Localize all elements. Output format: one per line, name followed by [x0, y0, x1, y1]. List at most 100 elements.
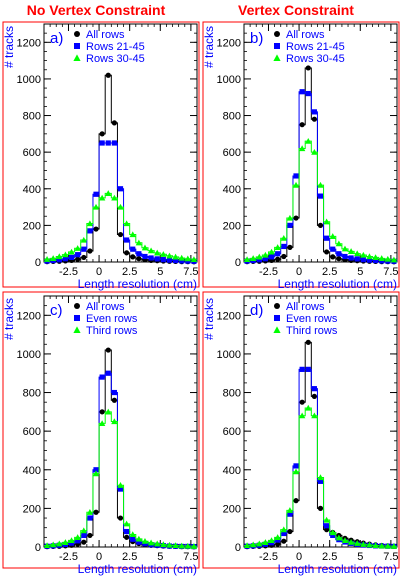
data-point — [299, 89, 305, 95]
data-point — [62, 251, 69, 258]
series-line — [44, 372, 197, 548]
data-point — [111, 140, 117, 146]
panel-frame — [2, 291, 200, 569]
data-point — [390, 256, 398, 263]
data-point — [281, 243, 287, 250]
data-point — [92, 470, 100, 477]
data-point — [117, 515, 124, 521]
data-point — [256, 257, 262, 263]
data-point — [111, 389, 117, 396]
series-line — [244, 91, 397, 262]
series-line — [44, 74, 197, 263]
data-point — [293, 215, 299, 221]
data-point — [390, 543, 398, 549]
data-point — [166, 257, 173, 263]
data-point — [190, 256, 198, 263]
data-point — [87, 532, 93, 539]
data-point — [62, 539, 69, 545]
data-point — [136, 539, 142, 545]
data-point — [68, 540, 75, 546]
data-point — [366, 541, 373, 548]
y-axis-label: # tracks — [2, 298, 16, 340]
x-tick-label: -2.5 — [59, 551, 78, 563]
data-point — [81, 532, 87, 539]
data-point — [311, 393, 317, 399]
data-point — [178, 254, 185, 261]
data-point — [354, 250, 361, 257]
data-point — [124, 250, 130, 256]
data-point — [256, 540, 263, 547]
data-point — [287, 511, 293, 517]
data-point — [292, 468, 300, 475]
data-point — [117, 482, 124, 488]
y-tick-label: 200 — [23, 503, 41, 515]
data-point — [317, 505, 324, 511]
series-1 — [44, 72, 197, 265]
y-tick-label: 800 — [23, 111, 41, 123]
data-point — [281, 253, 287, 260]
data-point — [179, 258, 185, 264]
legend-label: All rows — [86, 29, 125, 41]
data-point — [130, 254, 136, 260]
x-tick-label: 0 — [96, 551, 102, 563]
data-point — [75, 252, 81, 258]
legend-marker — [74, 303, 80, 309]
data-point — [262, 539, 269, 545]
data-point — [68, 254, 75, 261]
x-tick-label: 7.5 — [383, 266, 398, 278]
data-point — [372, 257, 379, 264]
y-tick-label: 200 — [223, 220, 241, 232]
data-point — [99, 409, 105, 415]
data-point — [111, 194, 118, 201]
legend-marker — [73, 54, 81, 61]
data-point — [305, 366, 311, 372]
legend-marker — [74, 43, 80, 49]
data-point — [341, 537, 349, 544]
data-point — [172, 253, 179, 260]
data-point — [117, 186, 124, 192]
y-tick-label: 200 — [223, 503, 241, 515]
data-point — [105, 190, 112, 196]
data-point — [154, 540, 161, 547]
data-point — [160, 541, 167, 548]
chart-panel-1: 0 200 400 600 800 1000 1200 -2.5 0 2.5 5 7.5Length … — [2, 21, 200, 291]
y-tick-label: 1000 — [217, 74, 241, 86]
y-tick-label: 0 — [35, 257, 41, 269]
panel-label: b) — [250, 30, 263, 47]
data-point — [311, 116, 317, 122]
data-point — [360, 257, 366, 263]
data-point — [99, 374, 105, 380]
data-point — [249, 255, 257, 261]
data-point — [311, 148, 318, 155]
data-point — [98, 194, 106, 201]
y-tick-label: 800 — [223, 111, 241, 123]
x-tick-label: 7.5 — [383, 551, 398, 563]
data-point — [147, 539, 155, 546]
data-point — [49, 255, 57, 261]
y-tick-label: 600 — [23, 147, 41, 159]
series-3 — [43, 408, 198, 549]
data-point — [360, 251, 367, 258]
data-point — [324, 235, 330, 241]
data-point — [305, 404, 312, 411]
data-point — [105, 408, 112, 415]
x-tick-label: 2.5 — [322, 266, 337, 278]
data-point — [43, 256, 51, 262]
series-line — [44, 192, 197, 260]
data-point — [347, 538, 355, 545]
x-tick-label: 5 — [357, 266, 363, 278]
series-line — [244, 67, 397, 263]
data-point — [249, 541, 257, 548]
data-point — [56, 253, 63, 260]
data-point — [348, 255, 354, 261]
data-point — [123, 220, 130, 227]
data-point — [172, 257, 179, 264]
data-point — [287, 222, 293, 228]
data-point — [154, 256, 160, 262]
data-point — [341, 245, 349, 252]
data-point — [130, 536, 136, 542]
data-point — [305, 339, 311, 345]
y-tick-label: 0 — [235, 542, 241, 554]
data-point — [62, 256, 69, 262]
data-point — [129, 531, 136, 538]
